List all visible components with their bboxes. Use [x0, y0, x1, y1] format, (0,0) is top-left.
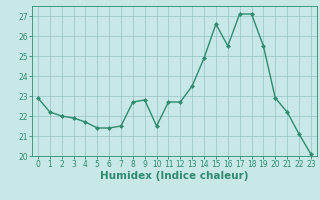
X-axis label: Humidex (Indice chaleur): Humidex (Indice chaleur) — [100, 171, 249, 181]
